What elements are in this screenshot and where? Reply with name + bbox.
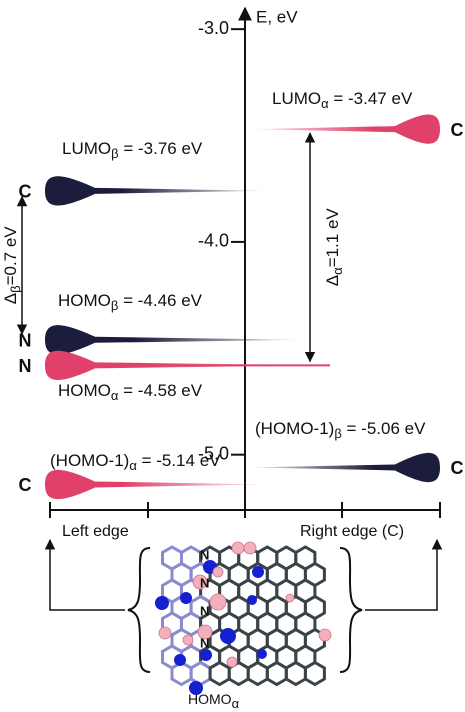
- orbital-blob: [183, 635, 193, 645]
- level-wedge: [45, 470, 265, 499]
- label-part: =1.1 eV: [323, 208, 342, 268]
- label-part: =0.7 eV: [1, 226, 20, 286]
- edge-atom: C: [451, 458, 464, 478]
- orbital-blob: [159, 627, 171, 639]
- edge-atom: C: [19, 475, 32, 495]
- pointer: [50, 540, 125, 610]
- label-part: α: [232, 696, 240, 711]
- label-part: β: [111, 146, 118, 161]
- orbital-blob: [210, 594, 226, 610]
- brace: [340, 548, 362, 672]
- hexagon: [172, 663, 191, 685]
- orbital-blob: [200, 649, 212, 661]
- label-part: = -5.06 eV: [342, 419, 426, 438]
- label-part: (HOMO-1): [50, 451, 129, 470]
- orbital-blob: [227, 657, 237, 667]
- energy-diagram: E, eV-3.0-4.0-5.0CLUMOα = -3.47 eVCLUMOβ…: [0, 0, 465, 712]
- atom-label: N: [200, 575, 209, 590]
- pointer: [365, 540, 437, 610]
- orbital-blob: [213, 567, 223, 577]
- level-label: (HOMO-1)β = -5.06 eV: [255, 419, 426, 441]
- label-part: β: [334, 426, 341, 441]
- gap-label: Δβ=0.7 eV: [1, 226, 23, 305]
- edge-atom: N: [19, 356, 32, 376]
- level-label: HOMOβ = -4.46 eV: [58, 291, 203, 313]
- label-part: β: [8, 285, 23, 292]
- hexagon: [210, 663, 229, 685]
- label-part: HOMO: [188, 691, 232, 707]
- tick-label: -4.0: [198, 231, 229, 251]
- edge-atom: C: [451, 120, 464, 140]
- label-part: = -3.47 eV: [329, 89, 413, 108]
- tick-label: -3.0: [198, 18, 229, 38]
- label-part: HOMO: [58, 291, 111, 310]
- orbital-blob: [286, 594, 294, 602]
- left-edge-label: Left edge: [62, 523, 129, 540]
- orbital-blob: [257, 649, 267, 659]
- label-part: = -3.76 eV: [119, 139, 203, 158]
- orbital-blob: [155, 596, 169, 610]
- atom-label: N: [200, 603, 209, 618]
- atom-label: N: [200, 547, 209, 562]
- right-edge-label: Right edge (C): [300, 523, 404, 540]
- label-part: LUMO: [272, 89, 321, 108]
- molecule-label: HOMOα: [188, 691, 240, 712]
- hexagon: [286, 663, 305, 685]
- orbital-blob: [220, 628, 236, 644]
- orbital-blob: [247, 595, 257, 605]
- orbital-blob: [232, 542, 244, 554]
- hexagon: [191, 663, 210, 685]
- edge-atom: N: [19, 331, 32, 351]
- level-wedge: [250, 453, 440, 482]
- axis-label: E, eV: [256, 7, 298, 26]
- hexagon: [305, 663, 324, 685]
- hexagon: [248, 663, 267, 685]
- edge-atom: C: [19, 182, 32, 202]
- level-label: LUMOα = -3.47 eV: [272, 89, 413, 111]
- label-part: LUMO: [62, 139, 111, 158]
- orbital-blob: [252, 566, 264, 578]
- label-part: Δ: [1, 293, 20, 304]
- label-part: = -4.58 eV: [118, 381, 202, 400]
- level-label: HOMOα = -4.58 eV: [58, 381, 203, 403]
- atom-label: N: [200, 635, 209, 650]
- orbital-blob: [244, 542, 256, 554]
- label-part: β: [111, 298, 118, 313]
- level-wedge: [45, 325, 300, 354]
- label-part: = -5.14 eV: [137, 451, 221, 470]
- orbital-blob: [180, 592, 192, 604]
- gap-label: Δα=1.1 eV: [323, 208, 345, 287]
- orbital-blob: [319, 629, 331, 641]
- hexagon: [267, 663, 286, 685]
- level-label: (HOMO-1)α = -5.14 eV: [50, 451, 221, 473]
- orbital-blob: [174, 654, 186, 666]
- level-wedge: [250, 115, 440, 144]
- label-part: (HOMO-1): [255, 419, 334, 438]
- brace: [128, 548, 150, 672]
- level-label: LUMOβ = -3.76 eV: [62, 139, 203, 161]
- label-part: = -4.46 eV: [118, 291, 202, 310]
- level-wedge: [45, 176, 265, 205]
- label-part: HOMO: [58, 381, 111, 400]
- label-part: Δ: [323, 275, 342, 286]
